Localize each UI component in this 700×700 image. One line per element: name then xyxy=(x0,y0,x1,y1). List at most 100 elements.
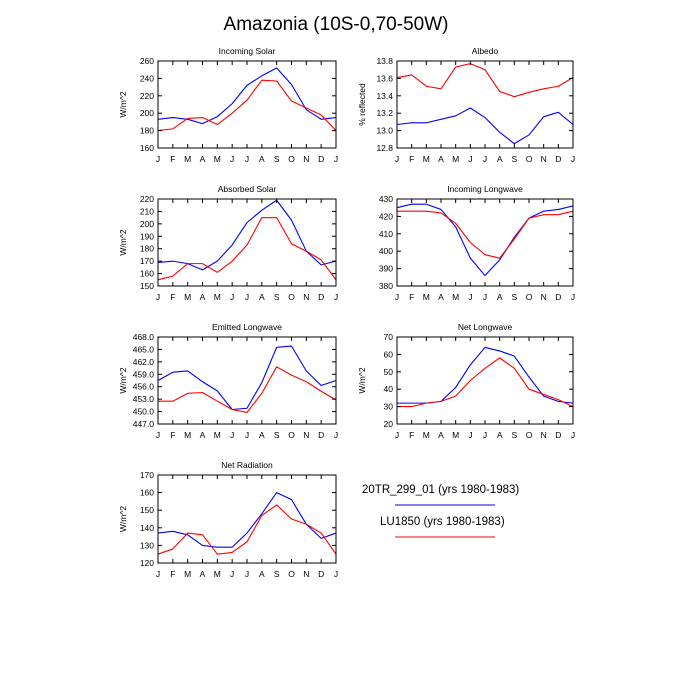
x-tick-label: J xyxy=(334,430,338,440)
x-tick-label: D xyxy=(555,430,561,440)
x-tick-label: O xyxy=(288,430,295,440)
x-tick-label: J xyxy=(245,430,249,440)
y-axis-label: W/m^2 xyxy=(118,506,128,532)
x-tick-label: J xyxy=(571,430,575,440)
panel-title: Incoming Longwave xyxy=(447,184,523,194)
y-tick-label: 170 xyxy=(140,470,154,480)
x-tick-label: M xyxy=(423,430,430,440)
x-tick-label: O xyxy=(288,154,295,164)
y-tick-label: 400 xyxy=(379,246,393,256)
y-tick-label: 430 xyxy=(379,194,393,204)
y-axis-label: W/m^2 xyxy=(118,229,128,255)
x-tick-label: J xyxy=(395,430,399,440)
x-tick-label: M xyxy=(184,292,191,302)
y-tick-label: 13.8 xyxy=(376,56,393,66)
x-tick-label: M xyxy=(214,430,221,440)
x-tick-label: N xyxy=(303,154,309,164)
x-tick-label: A xyxy=(200,569,206,579)
x-tick-label: S xyxy=(274,569,280,579)
x-tick-label: M xyxy=(184,430,191,440)
x-tick-label: M xyxy=(423,292,430,302)
x-tick-label: M xyxy=(214,569,221,579)
y-tick-label: 160 xyxy=(140,269,154,279)
y-tick-label: 150 xyxy=(140,505,154,515)
y-tick-label: 13.2 xyxy=(376,108,393,118)
series-line-2 xyxy=(397,357,574,408)
x-tick-label: J xyxy=(334,292,338,302)
x-tick-label: M xyxy=(452,154,459,164)
x-tick-label: M xyxy=(452,430,459,440)
y-tick-label: 40 xyxy=(384,384,394,394)
panel-title: Incoming Solar xyxy=(219,46,276,56)
x-tick-label: F xyxy=(409,154,414,164)
x-tick-label: J xyxy=(156,569,160,579)
series-line-1 xyxy=(157,345,337,411)
y-tick-label: 200 xyxy=(140,219,154,229)
x-tick-label: J xyxy=(334,569,338,579)
panel-title: Net Radiation xyxy=(221,460,273,470)
x-tick-label: F xyxy=(409,292,414,302)
x-tick-label: A xyxy=(438,292,444,302)
legend-entry-2: LU1850 (yrs 1980-1983) xyxy=(380,516,505,538)
x-tick-label: J xyxy=(483,430,487,440)
x-tick-label: J xyxy=(245,154,249,164)
x-tick-label: A xyxy=(438,430,444,440)
x-tick-label: M xyxy=(452,292,459,302)
y-tick-label: 170 xyxy=(140,256,154,266)
x-tick-label: J xyxy=(230,154,234,164)
x-tick-label: J xyxy=(571,154,575,164)
x-tick-label: A xyxy=(259,154,265,164)
x-tick-label: M xyxy=(184,569,191,579)
legend-entry-1: 20TR_299_01 (yrs 1980-1983) xyxy=(362,484,519,506)
y-tick-label: 150 xyxy=(140,281,154,291)
y-tick-label: 20 xyxy=(384,419,394,429)
x-tick-label: N xyxy=(303,430,309,440)
y-tick-label: 459.0 xyxy=(133,369,155,379)
y-tick-label: 30 xyxy=(384,402,394,412)
series-line-1 xyxy=(396,107,574,145)
x-tick-label: N xyxy=(541,430,547,440)
y-tick-label: 160 xyxy=(140,143,154,153)
x-tick-label: A xyxy=(200,430,206,440)
y-axis-label: % reflected xyxy=(357,83,367,126)
x-tick-label: S xyxy=(511,292,517,302)
series-line-1 xyxy=(396,203,574,277)
x-tick-label: J xyxy=(230,430,234,440)
x-tick-label: N xyxy=(303,292,309,302)
y-tick-label: 240 xyxy=(140,73,154,83)
x-tick-label: A xyxy=(497,292,503,302)
y-tick-label: 420 xyxy=(379,211,393,221)
x-tick-label: M xyxy=(214,154,221,164)
x-tick-label: J xyxy=(468,430,472,440)
x-tick-label: F xyxy=(170,569,175,579)
x-tick-label: M xyxy=(423,154,430,164)
x-tick-label: J xyxy=(334,154,338,164)
series-line-2 xyxy=(157,79,337,132)
panel-title: Albedo xyxy=(472,46,499,56)
x-tick-label: S xyxy=(511,154,517,164)
x-tick-label: O xyxy=(526,430,533,440)
x-tick-label: M xyxy=(184,154,191,164)
y-tick-label: 468.0 xyxy=(133,332,155,342)
y-tick-label: 220 xyxy=(140,91,154,101)
x-tick-label: J xyxy=(395,292,399,302)
x-tick-label: J xyxy=(156,430,160,440)
x-tick-label: J xyxy=(468,154,472,164)
x-tick-label: A xyxy=(200,154,206,164)
y-tick-label: 410 xyxy=(379,229,393,239)
y-tick-label: 180 xyxy=(140,244,154,254)
x-tick-label: N xyxy=(541,292,547,302)
x-tick-label: O xyxy=(526,292,533,302)
x-tick-label: S xyxy=(274,430,280,440)
series-line-2 xyxy=(157,217,337,281)
x-tick-label: A xyxy=(497,430,503,440)
series-line-2 xyxy=(396,63,574,98)
y-axis-label: W/m^2 xyxy=(357,367,367,393)
x-tick-label: D xyxy=(555,292,561,302)
y-tick-label: 140 xyxy=(140,523,154,533)
x-tick-label: J xyxy=(156,292,160,302)
